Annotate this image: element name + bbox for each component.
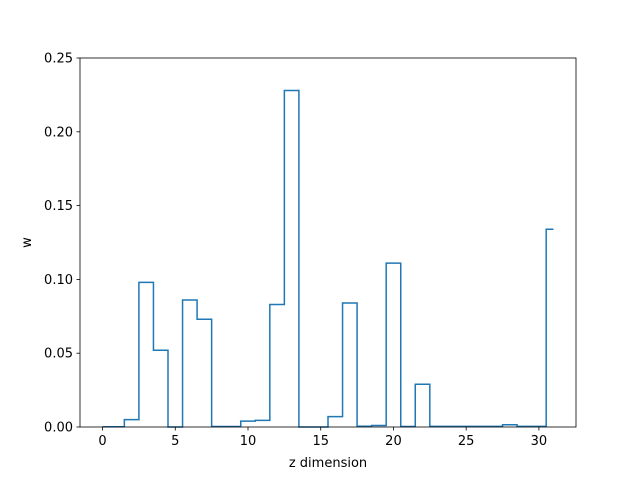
x-tick-label: 0 <box>98 434 106 449</box>
y-tick-label: 0.15 <box>44 199 73 214</box>
x-tick-label: 10 <box>240 434 257 449</box>
x-tick-label: 15 <box>312 434 329 449</box>
x-axis-ticks: 0 5 10 15 20 25 30 <box>98 427 547 449</box>
y-tick-label: 0.25 <box>44 52 73 67</box>
y-tick-label: 0.00 <box>44 421 73 436</box>
x-tick-label: 5 <box>171 434 179 449</box>
x-tick-label: 20 <box>385 434 402 449</box>
x-tick-label: 30 <box>531 434 548 449</box>
axes-frame <box>79 57 577 428</box>
y-tick-label: 0.05 <box>44 347 73 362</box>
y-tick-label: 0.20 <box>44 125 73 140</box>
x-tick-label: 25 <box>458 434 475 449</box>
y-tick-label: 0.10 <box>44 273 73 288</box>
x-axis-label: z dimension <box>289 456 367 471</box>
y-axis-ticks: 0.00 0.05 0.10 0.15 0.20 0.25 <box>44 52 80 436</box>
y-axis-label: w <box>20 237 35 248</box>
